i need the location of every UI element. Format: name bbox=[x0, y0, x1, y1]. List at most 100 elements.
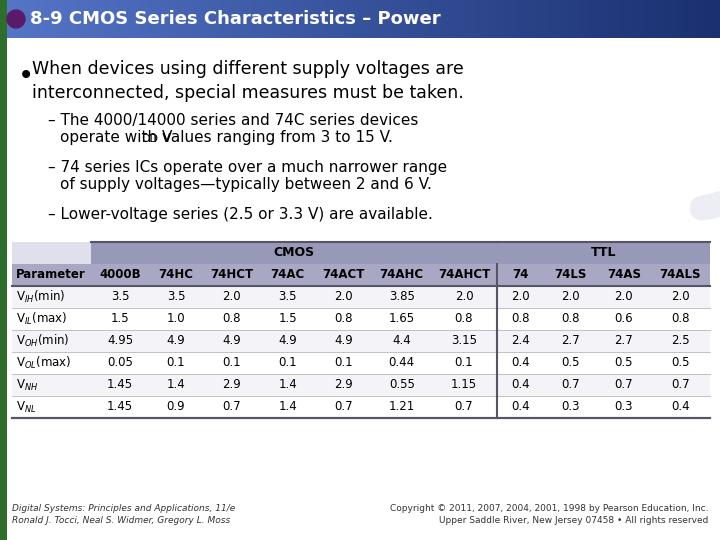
Bar bbox=[91, 242, 497, 264]
Text: 0.4: 0.4 bbox=[511, 379, 530, 392]
Bar bbox=[12, 374, 710, 396]
Text: 4.95: 4.95 bbox=[107, 334, 133, 348]
Text: V$_{IH}$(min): V$_{IH}$(min) bbox=[16, 289, 66, 305]
Text: 1.21: 1.21 bbox=[389, 401, 415, 414]
Text: 0.8: 0.8 bbox=[455, 313, 473, 326]
Bar bbox=[497, 242, 710, 264]
Text: 0.8: 0.8 bbox=[511, 313, 530, 326]
Text: 0.4: 0.4 bbox=[511, 401, 530, 414]
Text: 0.8: 0.8 bbox=[671, 313, 690, 326]
Text: 2.0: 2.0 bbox=[334, 291, 353, 303]
Text: values ranging from 3 to 15 V.: values ranging from 3 to 15 V. bbox=[157, 130, 393, 145]
Text: 4.9: 4.9 bbox=[334, 334, 353, 348]
Text: Parameter: Parameter bbox=[16, 268, 86, 281]
Text: 2.0: 2.0 bbox=[454, 291, 473, 303]
Bar bbox=[12, 330, 710, 352]
Text: 0.1: 0.1 bbox=[167, 356, 185, 369]
Text: 0.8: 0.8 bbox=[334, 313, 353, 326]
Text: 74: 74 bbox=[512, 268, 528, 281]
Text: 0.1: 0.1 bbox=[222, 356, 241, 369]
Text: 3.5: 3.5 bbox=[167, 291, 185, 303]
Text: 0.7: 0.7 bbox=[615, 379, 633, 392]
Text: 0.5: 0.5 bbox=[615, 356, 633, 369]
Text: 0.4: 0.4 bbox=[511, 356, 530, 369]
Text: 3.85: 3.85 bbox=[389, 291, 415, 303]
Text: 2.0: 2.0 bbox=[222, 291, 241, 303]
Text: 4.9: 4.9 bbox=[279, 334, 297, 348]
Text: 2.0: 2.0 bbox=[511, 291, 530, 303]
Text: Copyright © 2011, 2007, 2004, 2001, 1998 by Pearson Education, Inc.
Upper Saddle: Copyright © 2011, 2007, 2004, 2001, 1998… bbox=[390, 504, 708, 525]
Text: 1.65: 1.65 bbox=[389, 313, 415, 326]
Text: 0.5: 0.5 bbox=[561, 356, 580, 369]
Text: 74HCT: 74HCT bbox=[210, 268, 253, 281]
Text: V$_{NH}$: V$_{NH}$ bbox=[16, 377, 38, 393]
Text: 2.7: 2.7 bbox=[561, 334, 580, 348]
Text: •: • bbox=[18, 62, 35, 90]
Text: 0.7: 0.7 bbox=[334, 401, 353, 414]
Text: Digital Systems: Principles and Applications, 11/e
Ronald J. Tocci, Neal S. Widm: Digital Systems: Principles and Applicat… bbox=[12, 504, 235, 525]
Text: 1.4: 1.4 bbox=[166, 379, 186, 392]
Text: 74HC: 74HC bbox=[158, 268, 194, 281]
Bar bbox=[12, 242, 710, 418]
Bar bbox=[0, 0, 7, 540]
Text: 0.1: 0.1 bbox=[454, 356, 473, 369]
Text: 74AHC: 74AHC bbox=[379, 268, 424, 281]
Bar bbox=[12, 396, 710, 418]
Text: 1.45: 1.45 bbox=[107, 401, 133, 414]
Text: 2.7: 2.7 bbox=[615, 334, 634, 348]
Text: 4.9: 4.9 bbox=[166, 334, 186, 348]
Text: 1.5: 1.5 bbox=[279, 313, 297, 326]
Bar bbox=[12, 352, 710, 374]
Text: 0.3: 0.3 bbox=[561, 401, 580, 414]
Text: 3.5: 3.5 bbox=[279, 291, 297, 303]
Text: 0.3: 0.3 bbox=[615, 401, 633, 414]
Bar bbox=[12, 264, 710, 286]
Text: 0.8: 0.8 bbox=[222, 313, 241, 326]
Text: 74ACT: 74ACT bbox=[323, 268, 365, 281]
Text: 2.0: 2.0 bbox=[615, 291, 633, 303]
Text: 0.5: 0.5 bbox=[671, 356, 690, 369]
Text: 0.1: 0.1 bbox=[279, 356, 297, 369]
Text: 2.5: 2.5 bbox=[671, 334, 690, 348]
Text: V$_{OL}$(max): V$_{OL}$(max) bbox=[16, 355, 71, 371]
Text: TTL: TTL bbox=[591, 246, 616, 260]
Text: 2.0: 2.0 bbox=[671, 291, 690, 303]
Text: 4.4: 4.4 bbox=[392, 334, 411, 348]
Text: – Lower-voltage series (2.5 or 3.3 V) are available.: – Lower-voltage series (2.5 or 3.3 V) ar… bbox=[48, 207, 433, 222]
Text: 1.5: 1.5 bbox=[111, 313, 130, 326]
Text: 0.8: 0.8 bbox=[561, 313, 580, 326]
Text: 2.9: 2.9 bbox=[334, 379, 353, 392]
Text: 8-9 CMOS Series Characteristics – Power: 8-9 CMOS Series Characteristics – Power bbox=[30, 10, 441, 28]
Text: 74AHCT: 74AHCT bbox=[438, 268, 490, 281]
Bar bbox=[0, 0, 720, 38]
Text: 0.44: 0.44 bbox=[389, 356, 415, 369]
Text: 1.45: 1.45 bbox=[107, 379, 133, 392]
Text: 2.0: 2.0 bbox=[561, 291, 580, 303]
Text: 0.4: 0.4 bbox=[671, 401, 690, 414]
Text: 0.7: 0.7 bbox=[454, 401, 473, 414]
Text: 1.15: 1.15 bbox=[451, 379, 477, 392]
Text: 0.05: 0.05 bbox=[107, 356, 133, 369]
Text: CMOS: CMOS bbox=[274, 246, 315, 260]
Text: DD: DD bbox=[142, 134, 159, 144]
Text: V$_{OH}$(min): V$_{OH}$(min) bbox=[16, 333, 70, 349]
Text: 74ALS: 74ALS bbox=[660, 268, 701, 281]
Text: 0.6: 0.6 bbox=[615, 313, 633, 326]
Text: 3.15: 3.15 bbox=[451, 334, 477, 348]
Text: – The 4000/14000 series and 74C series devices: – The 4000/14000 series and 74C series d… bbox=[48, 113, 418, 128]
Text: 4000B: 4000B bbox=[99, 268, 141, 281]
Text: 74AS: 74AS bbox=[607, 268, 641, 281]
Text: 2.4: 2.4 bbox=[511, 334, 530, 348]
Text: When devices using different supply voltages are
interconnected, special measure: When devices using different supply volt… bbox=[32, 60, 464, 102]
Text: 4.9: 4.9 bbox=[222, 334, 241, 348]
Text: 74AC: 74AC bbox=[271, 268, 305, 281]
Text: 74LS: 74LS bbox=[554, 268, 587, 281]
Text: 0.7: 0.7 bbox=[561, 379, 580, 392]
Text: 0.7: 0.7 bbox=[671, 379, 690, 392]
Text: V$_{IL}$(max): V$_{IL}$(max) bbox=[16, 311, 67, 327]
Bar bbox=[12, 286, 710, 308]
Text: 0.1: 0.1 bbox=[334, 356, 353, 369]
Text: 1.0: 1.0 bbox=[167, 313, 185, 326]
Circle shape bbox=[7, 10, 25, 28]
Text: operate with V: operate with V bbox=[60, 130, 172, 145]
